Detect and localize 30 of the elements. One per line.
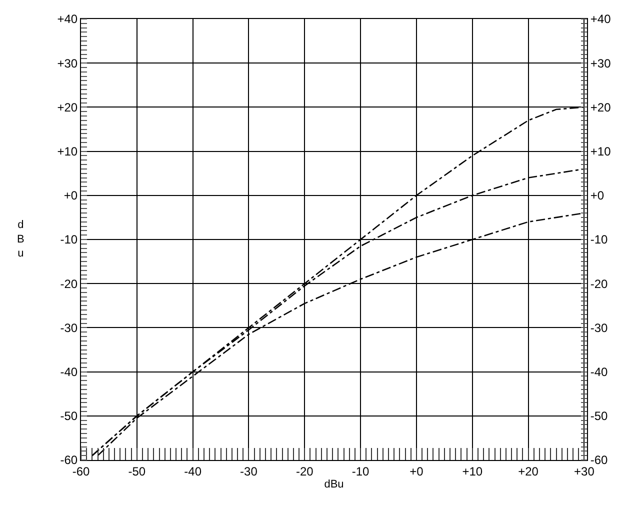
y-tick-label: -40 <box>60 365 78 379</box>
y-axis-title: dBu <box>17 219 24 260</box>
y2-tick-label: +0 <box>590 188 604 203</box>
y2-tick-label: +30 <box>590 56 612 70</box>
x-tick-label: +20 <box>518 464 539 478</box>
x-axis-title: dBu <box>324 478 344 491</box>
y2-tick-label: +10 <box>590 144 612 158</box>
y2-tick-label: -30 <box>590 320 608 335</box>
x-tick-label: -30 <box>240 464 258 478</box>
y-tick-label: -50 <box>60 409 78 424</box>
x-tick-label: -20 <box>296 464 314 478</box>
y2-tick-label: -10 <box>590 232 608 247</box>
x-tick-label: -10 <box>352 464 370 478</box>
y2-tick-label: +40 <box>590 12 612 26</box>
x-tick-label: -40 <box>184 464 202 478</box>
y-tick-label: +10 <box>57 144 78 158</box>
y2-tick-label: +20 <box>590 100 612 114</box>
y-tick-label: +40 <box>57 12 78 26</box>
y-tick-label: -10 <box>60 232 78 247</box>
y-tick-label: -20 <box>60 276 78 291</box>
y2-tick-label: -20 <box>590 276 608 291</box>
x-tick-label: -50 <box>128 464 146 478</box>
y-tick-label: -30 <box>60 320 78 335</box>
y-tick-label: +0 <box>64 188 78 203</box>
y-tick-label: +30 <box>57 56 78 70</box>
y2-tick-label: -40 <box>590 365 608 379</box>
x-tick-label: +10 <box>462 464 483 478</box>
y-tick-label: +20 <box>57 100 78 114</box>
y2-tick-label: -50 <box>590 409 608 424</box>
x-tick-label: +0 <box>410 464 424 478</box>
